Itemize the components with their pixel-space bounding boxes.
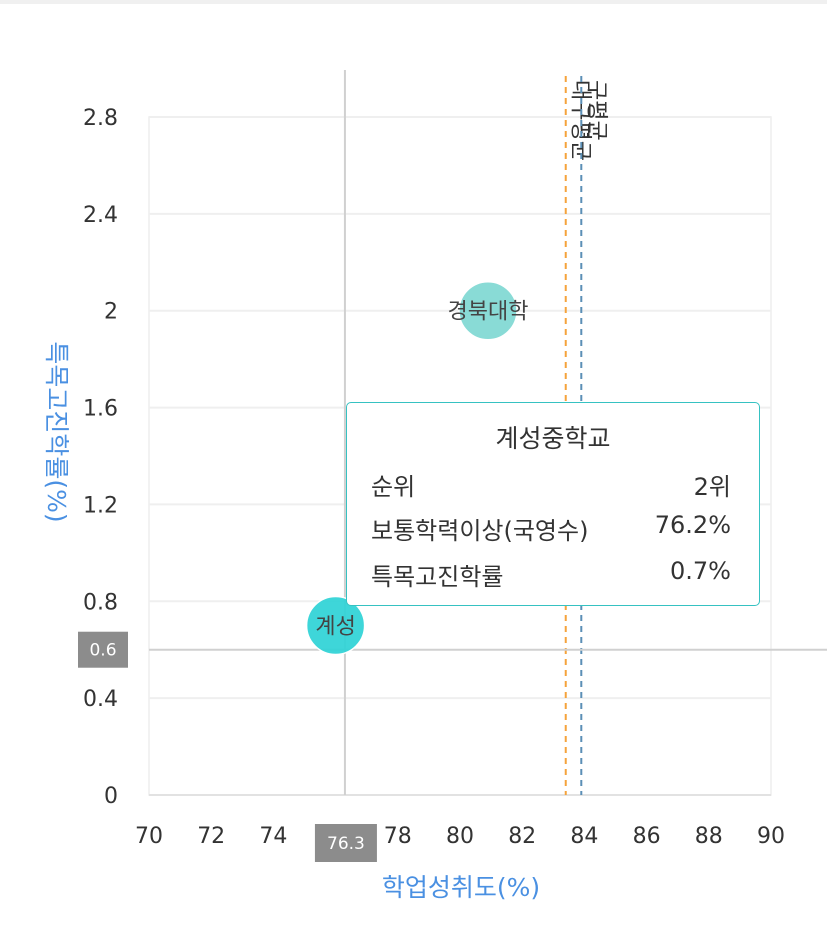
y-crosshair-box: [78, 631, 128, 668]
x-crosshair-box: [314, 824, 377, 862]
tooltip-row-achievement: 보통학력이상(국영수) 76.2%: [371, 511, 731, 546]
y-tick-label: 2.4: [83, 203, 118, 228]
x-tick-label: 80: [446, 824, 474, 849]
tooltip-admission-label: 특목고진학률: [371, 563, 504, 591]
tooltip-admission-value: 0.7%: [670, 557, 731, 585]
y-tick-label: 1.2: [83, 493, 118, 518]
data-point-label: 경북대학: [448, 300, 529, 325]
tooltip-achievement-value: 76.2%: [654, 511, 731, 539]
x-axis-ticks: 7072747678808284868890: [135, 824, 785, 849]
x-tick-label: 70: [135, 824, 163, 849]
tooltip-rank-value: 2위: [693, 473, 731, 501]
y-tick-label: 2: [104, 300, 118, 325]
tooltip-rank-label: 순위: [371, 473, 416, 501]
x-tick-label: 82: [508, 824, 536, 849]
top-border: [0, 0, 827, 4]
reference-line-label: 대구평균: [568, 80, 593, 161]
y-tick-label: 2.8: [83, 106, 118, 131]
crosshair: [149, 70, 827, 795]
point-tooltip: 계성중학교 순위 2위 보통학력이상(국영수) 76.2% 특목고진학률 0.7…: [346, 402, 760, 606]
y-tick-label: 0.4: [83, 687, 118, 712]
crosshair-value-boxes: 0.6 76.3: [78, 631, 377, 862]
x-tick-label: 90: [757, 824, 785, 849]
tooltip-achievement-label: 보통학력이상(국영수): [371, 517, 589, 545]
x-tick-label: 86: [633, 824, 661, 849]
tooltip-row-rank: 순위 2위: [371, 467, 731, 502]
y-tick-label: 0.8: [83, 590, 118, 615]
data-point-bubble: [305, 595, 366, 656]
reference-line-label: 구평균: [583, 80, 608, 141]
x-tick-label: 74: [259, 824, 287, 849]
data-point-bubble: [458, 280, 518, 341]
data-point-label: 계성: [315, 615, 355, 640]
x-tick-label: 72: [197, 824, 225, 849]
y-crosshair-value: 0.6: [89, 641, 116, 661]
x-crosshair-value: 76.3: [327, 834, 365, 854]
y-tick-label: 0: [104, 784, 118, 809]
y-axis-title: 특목고진학률(%): [42, 341, 71, 522]
tooltip-row-admission: 특목고진학률 0.7%: [371, 557, 731, 592]
y-axis-ticks: 0 0.4 0.8 1.2 1.6 2 2.4 2.8: [83, 106, 118, 809]
x-tick-label: 88: [695, 824, 723, 849]
x-tick-label: 78: [384, 824, 412, 849]
y-tick-label: 1.6: [83, 397, 118, 422]
tooltip-title: 계성중학교: [495, 424, 611, 453]
x-tick-label: 84: [570, 824, 598, 849]
x-axis-title: 학업성취도(%): [382, 873, 540, 902]
